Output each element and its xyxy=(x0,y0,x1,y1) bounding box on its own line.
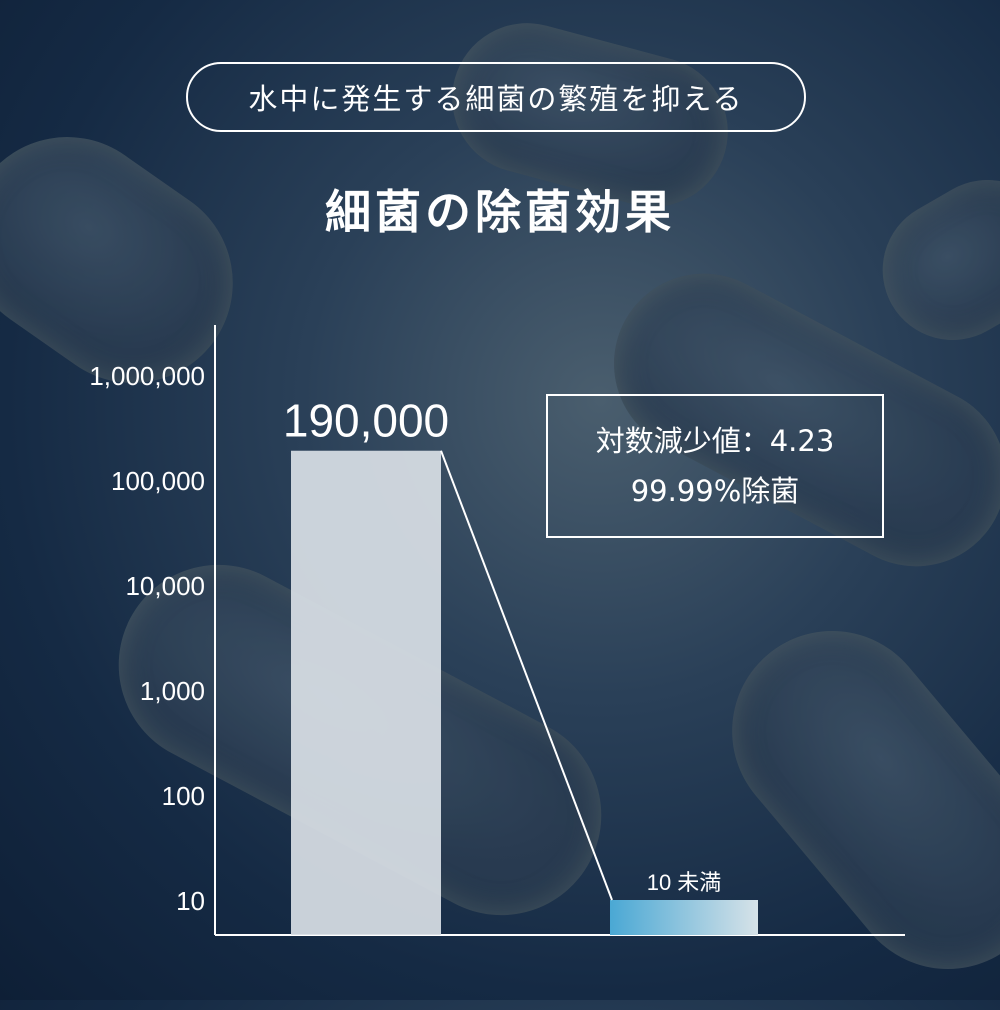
data-label-after: 10 未満 xyxy=(647,870,722,895)
reduction-callout: 対数減少値：4.23 99.99%除菌 xyxy=(546,394,884,538)
y-tick-label: 10 xyxy=(176,886,205,916)
log-reduction-value: 対数減少値：4.23 xyxy=(595,424,835,458)
y-tick-label: 100,000 xyxy=(111,466,205,496)
data-label-before: 190,000 xyxy=(283,395,449,447)
bar-after xyxy=(610,900,758,935)
subtitle: 水中に発生する細菌の繁殖を抑える xyxy=(248,82,744,116)
y-tick-label: 1,000,000 xyxy=(89,361,205,391)
page-title: 細菌の除菌効果 xyxy=(325,185,675,239)
bar-before xyxy=(291,450,441,935)
y-tick-label: 10,000 xyxy=(125,571,205,601)
subtitle-pill: 水中に発生する細菌の繁殖を抑える xyxy=(186,62,806,132)
y-tick-label: 100 xyxy=(162,781,205,811)
connector-line xyxy=(440,450,613,901)
removal-rate: 99.99%除菌 xyxy=(630,474,800,508)
y-tick-label: 1,000 xyxy=(140,676,205,706)
